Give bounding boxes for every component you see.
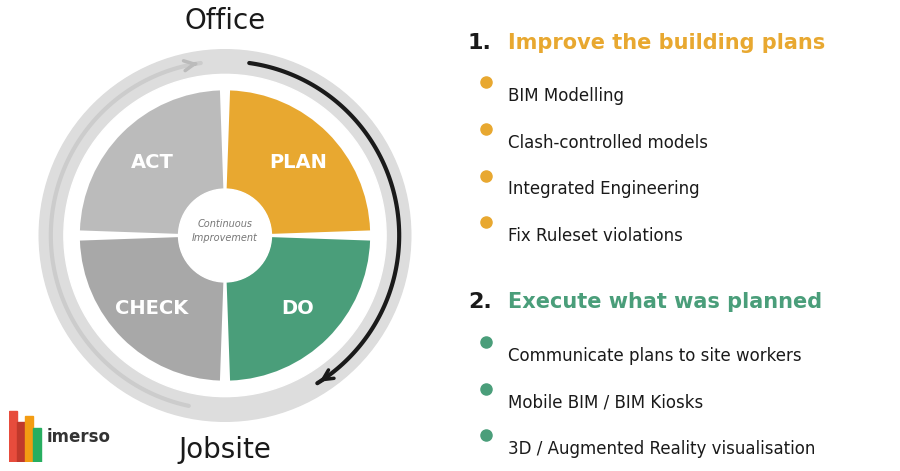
Text: ACT: ACT — [130, 153, 174, 172]
Wedge shape — [227, 90, 370, 234]
Circle shape — [40, 50, 410, 421]
Text: 2.: 2. — [468, 292, 491, 312]
Text: imerso: imerso — [47, 428, 111, 446]
Text: Mobile BIM / BIM Kiosks: Mobile BIM / BIM Kiosks — [508, 393, 704, 411]
Wedge shape — [227, 237, 370, 381]
Polygon shape — [33, 428, 41, 462]
Circle shape — [178, 189, 272, 282]
Text: Communicate plans to site workers: Communicate plans to site workers — [508, 347, 802, 365]
Text: Execute what was planned: Execute what was planned — [508, 292, 823, 312]
Text: BIM Modelling: BIM Modelling — [508, 87, 625, 105]
Polygon shape — [25, 416, 33, 462]
Text: 1.: 1. — [468, 33, 492, 53]
Wedge shape — [80, 90, 223, 234]
Text: Integrated Engineering: Integrated Engineering — [508, 180, 700, 198]
Text: 3D / Augmented Reality visualisation: 3D / Augmented Reality visualisation — [508, 440, 816, 458]
Text: Office: Office — [184, 7, 266, 35]
Text: DO: DO — [282, 299, 314, 318]
Circle shape — [64, 74, 386, 397]
Text: Clash-controlled models: Clash-controlled models — [508, 134, 708, 152]
Text: CHECK: CHECK — [115, 299, 189, 318]
Text: Jobsite: Jobsite — [178, 436, 272, 464]
Wedge shape — [80, 237, 223, 381]
Text: Improve the building plans: Improve the building plans — [508, 33, 826, 53]
Text: Fix Ruleset violations: Fix Ruleset violations — [508, 227, 683, 245]
Polygon shape — [9, 411, 17, 462]
Text: Continuous
Improvement: Continuous Improvement — [192, 219, 258, 243]
Polygon shape — [17, 422, 25, 462]
Text: PLAN: PLAN — [269, 153, 327, 172]
